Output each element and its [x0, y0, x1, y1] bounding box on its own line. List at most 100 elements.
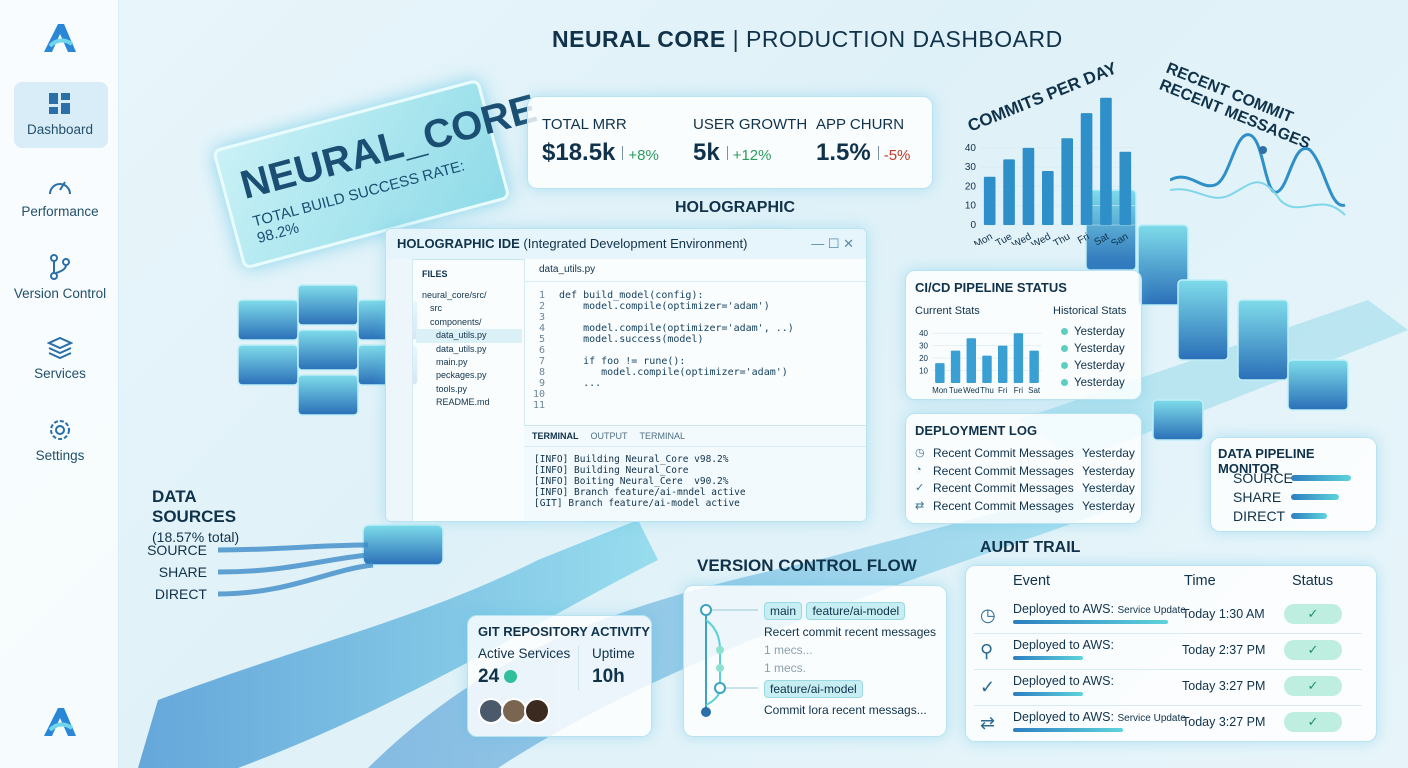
file-item[interactable]: tools.py [436, 383, 468, 394]
y-tick-label: 30 [965, 162, 977, 173]
kpi-value: 5k [693, 139, 720, 166]
sidebar: Dashboard Performance Version Control Se… [0, 0, 119, 768]
terminal-line: [INFO] Boiting Neural_Cere v90.2% [534, 476, 729, 487]
terminal-line: [INFO] Building Neural_Core v98.2% [534, 454, 729, 465]
kpi-delta: -5% [883, 147, 911, 164]
file-item[interactable]: main.py [436, 356, 468, 367]
sources-subtitle: (18.57% total) [152, 529, 240, 545]
editor-tab[interactable]: data_utils.py [525, 259, 866, 282]
kpi-delta: +8% [628, 147, 659, 164]
historical-item: Yesterday [1061, 377, 1125, 394]
y-tick-label: 0 [970, 220, 976, 231]
bar [1022, 147, 1035, 225]
line-number: 4 [538, 323, 545, 334]
line-number: 11 [532, 400, 545, 411]
row-icon: ⇄ [915, 499, 925, 512]
y-tick-label: 20 [965, 181, 977, 192]
nav-performance[interactable]: Performance [8, 174, 112, 219]
window-controls[interactable]: — ☐ ✕ [811, 236, 854, 251]
x-tick-label: Tue [949, 386, 963, 395]
status-dot [1061, 345, 1068, 352]
file-item[interactable]: src [430, 303, 442, 314]
row-divider [974, 633, 1362, 634]
event-bar [1013, 728, 1123, 732]
branch-feature[interactable]: feature/ai-model [806, 602, 906, 620]
pipeline-bar [1291, 513, 1327, 519]
audit-time: Today 2:37 PM [1182, 643, 1266, 657]
services-value: 24 [478, 666, 518, 688]
terminal-tab[interactable]: TERMINAL [532, 431, 579, 441]
bar [1042, 171, 1054, 225]
uptime-value: 10h [592, 666, 625, 687]
deployment-log: DEPLOYMENT LOG ◷ Recent Commit Messages Ye… [905, 413, 1142, 524]
kpi-row: $18.5k +8% [542, 139, 659, 167]
nav-services[interactable]: Services [8, 336, 112, 381]
bar [935, 363, 945, 383]
status-dot [1061, 379, 1068, 386]
x-tick-label: Thu [980, 386, 994, 395]
file-item[interactable]: neural_core/src/ [422, 290, 487, 300]
kpi-row: 5k +12% [693, 139, 772, 167]
page-title: NEURAL CORE | PRODUCTION DASHBOARD [552, 26, 1063, 53]
holographic-label: HOLOGRAPHIC [675, 199, 795, 216]
branch-feature[interactable]: feature/ai-model [764, 680, 863, 698]
y-tick-label: 10 [919, 367, 928, 376]
event-bar [1013, 620, 1168, 624]
status-badge: ✓ [1284, 712, 1342, 732]
code-line: model.compile(optimizer='adam', ..) [559, 323, 794, 334]
files-label: FILES [422, 269, 448, 279]
ide-title: HOLOGRAPHIC IDE [397, 236, 520, 251]
bar [1013, 333, 1024, 383]
file-item[interactable]: peckages.py [436, 370, 487, 381]
y-tick-label: 20 [919, 354, 928, 363]
kpi-delta: +12% [732, 147, 772, 164]
audit-time: Today 1:30 AM [1182, 607, 1265, 621]
bar [950, 350, 961, 383]
code-line: model.compile(optimizer='adam') [559, 301, 770, 312]
terminal-tab[interactable]: TERMINAL [639, 431, 686, 441]
editor: data_utils.py 1 2 3 4 5 6 7 8 9 10 11 def build_mod… [524, 259, 866, 454]
event-text: Deployed to AWS: [1013, 602, 1114, 616]
ide-subtitle: (Integrated Development Environment) [523, 236, 748, 251]
pipeline-title: DATA PIPELINE MONITOR [1218, 446, 1315, 476]
row-icon: ◷ [915, 447, 925, 459]
pipeline-item: SOURCE [1233, 470, 1293, 486]
row-icon: ✓ [915, 482, 925, 494]
terminal-tab[interactable]: OUTPUT [590, 431, 628, 441]
source-item: SHARE [158, 564, 207, 580]
log-message: Recent Commit Messages [933, 463, 1074, 478]
vcf-title: VERSION CONTROL FLOW [697, 556, 917, 575]
event-text: Deployed to AWS: [1013, 710, 1114, 724]
branch-main[interactable]: main [764, 602, 803, 620]
line-number: 5 [538, 334, 545, 345]
pipeline-bar [1291, 475, 1351, 481]
services-label: Active Services [478, 646, 571, 661]
file-item[interactable]: README.md [436, 397, 490, 408]
audit-header: Time [1184, 573, 1216, 589]
file-item[interactable]: components/ [430, 316, 482, 327]
log-message: Recent Commit Messages [933, 446, 1074, 460]
cicd-title: CI/CD PIPELINE STATUS [915, 280, 1067, 295]
bar [966, 338, 976, 383]
line-number: 7 [538, 356, 545, 367]
branch-row: main feature/ai-model [764, 602, 906, 620]
nav-settings[interactable]: Settings [8, 418, 112, 463]
nav-dashboard[interactable]: Dashboard [8, 92, 112, 137]
event-note: Service Update [1117, 713, 1186, 724]
bar [1080, 113, 1093, 225]
code-line: if foo != rune(): [559, 356, 686, 367]
row-icon: ⚲ [980, 641, 994, 661]
file-item[interactable]: data_utils.py [416, 329, 522, 343]
nav-version-control[interactable]: Version Control [8, 254, 112, 301]
kpi-row: 1.5% -5% [816, 139, 910, 167]
row-icon: ✓ [980, 677, 996, 697]
bar [1100, 97, 1112, 225]
file-item[interactable]: data_utils.py [436, 343, 487, 354]
pipeline-item: DIRECT [1233, 508, 1286, 524]
data-sources: DATA SOURCES (18.57% total) SOURCE SHARE D… [147, 487, 272, 617]
cicd-chart: 10 20 30 40 Mon Tue Wed Thu Fri Fri Sat [919, 329, 1042, 395]
status-dot [1061, 328, 1068, 335]
event-text: Deployed to AWS: [1013, 674, 1114, 688]
services-count: 24 [478, 666, 500, 687]
